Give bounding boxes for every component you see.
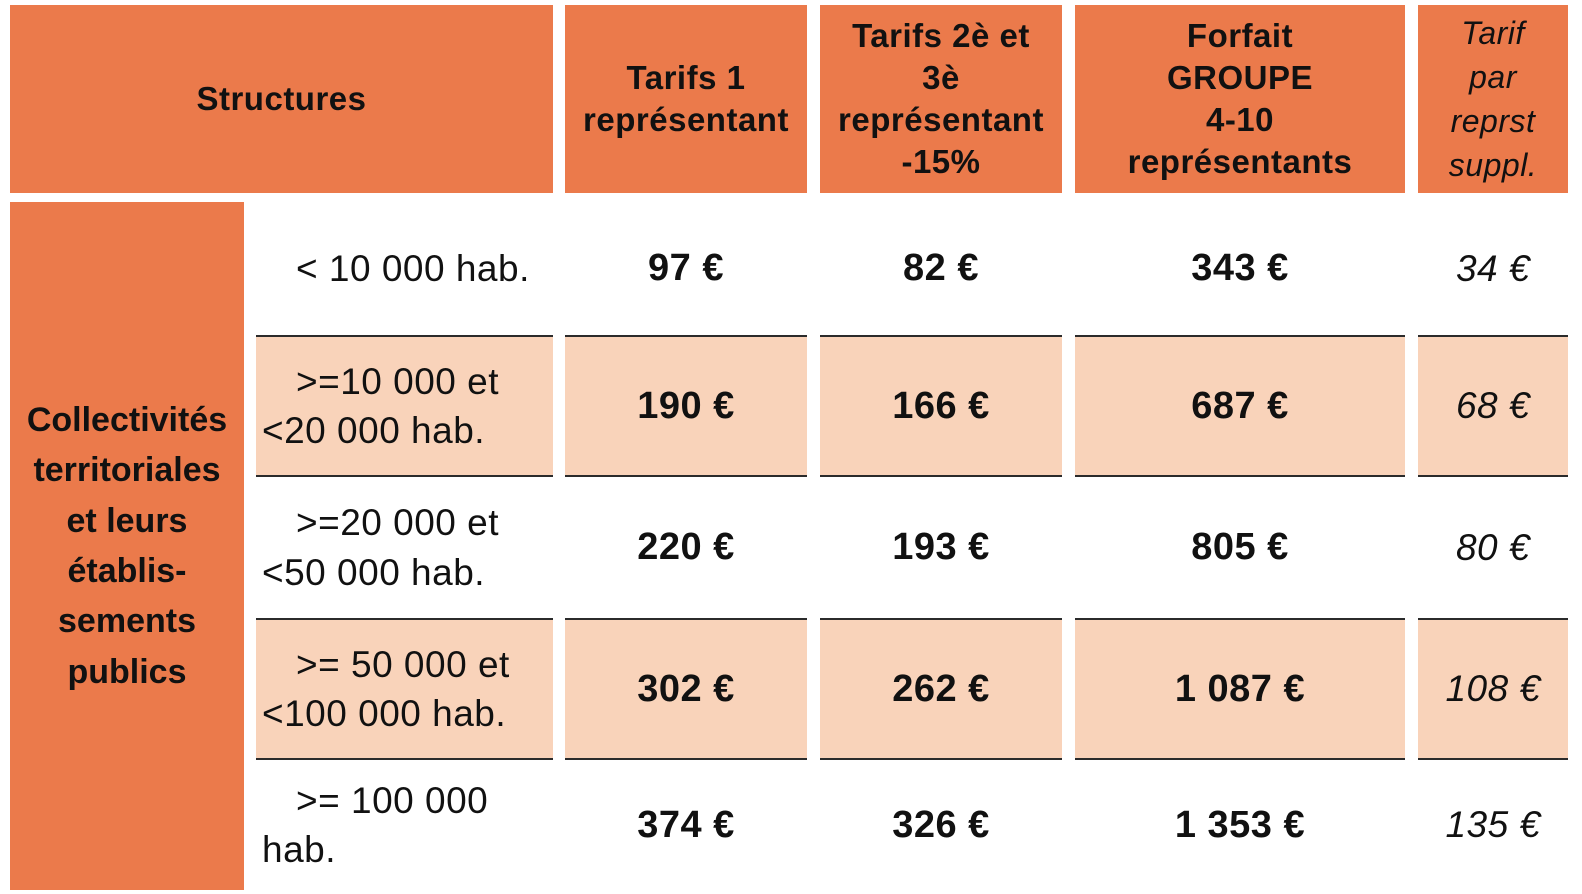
price-cell: 343 € — [1191, 247, 1289, 289]
price-cell: 193 € — [892, 526, 990, 568]
category-collectivites: Collectivités territoriales et leurs éta… — [10, 202, 244, 890]
price-cell: 687 € — [1075, 335, 1405, 477]
price-cell: 1 353 € — [1174, 803, 1306, 846]
price-cell-suppl: 34 € — [1455, 247, 1530, 289]
size-cell: < 10 000 hab. — [296, 247, 530, 289]
header-tarif-2e-3e-representant: Tarifs 2è et 3è représentant -15% — [820, 5, 1062, 193]
price-cell: 326 € — [892, 803, 990, 846]
price-cell: 374 € — [637, 803, 735, 846]
header-tarif-reprst-suppl: Tarif par reprst suppl. — [1418, 5, 1568, 193]
price-cell: 190 € — [565, 335, 807, 477]
price-cell: 1 087 € — [1075, 618, 1405, 760]
price-cell: 805 € — [1191, 526, 1289, 568]
price-cell: 220 € — [637, 526, 735, 568]
header-forfait-groupe: Forfait GROUPE 4-10 représentants — [1075, 5, 1405, 193]
price-cell-suppl: 108 € — [1418, 618, 1568, 760]
price-cell-suppl: 68 € — [1418, 335, 1568, 477]
price-cell: 302 € — [565, 618, 807, 760]
price-cell: 166 € — [820, 335, 1062, 477]
size-cell: >= 50 000 et <100 000 hab. — [256, 618, 553, 760]
pricing-table: Structures Tarifs 1 représentant Tarifs … — [10, 5, 1568, 890]
price-cell: 82 € — [903, 247, 979, 289]
size-cell: >= 100 000 hab. — [262, 779, 489, 870]
size-cell: >=10 000 et <20 000 hab. — [256, 335, 553, 477]
size-cell: >=20 000 et <50 000 hab. — [262, 502, 500, 593]
price-cell: 262 € — [820, 618, 1062, 760]
price-cell: 97 € — [648, 247, 724, 289]
header-structures: Structures — [10, 5, 553, 193]
price-cell-suppl: 80 € — [1455, 526, 1530, 568]
header-tarif-1-representant: Tarifs 1 représentant — [565, 5, 807, 193]
price-cell-suppl: 135 € — [1445, 804, 1541, 845]
